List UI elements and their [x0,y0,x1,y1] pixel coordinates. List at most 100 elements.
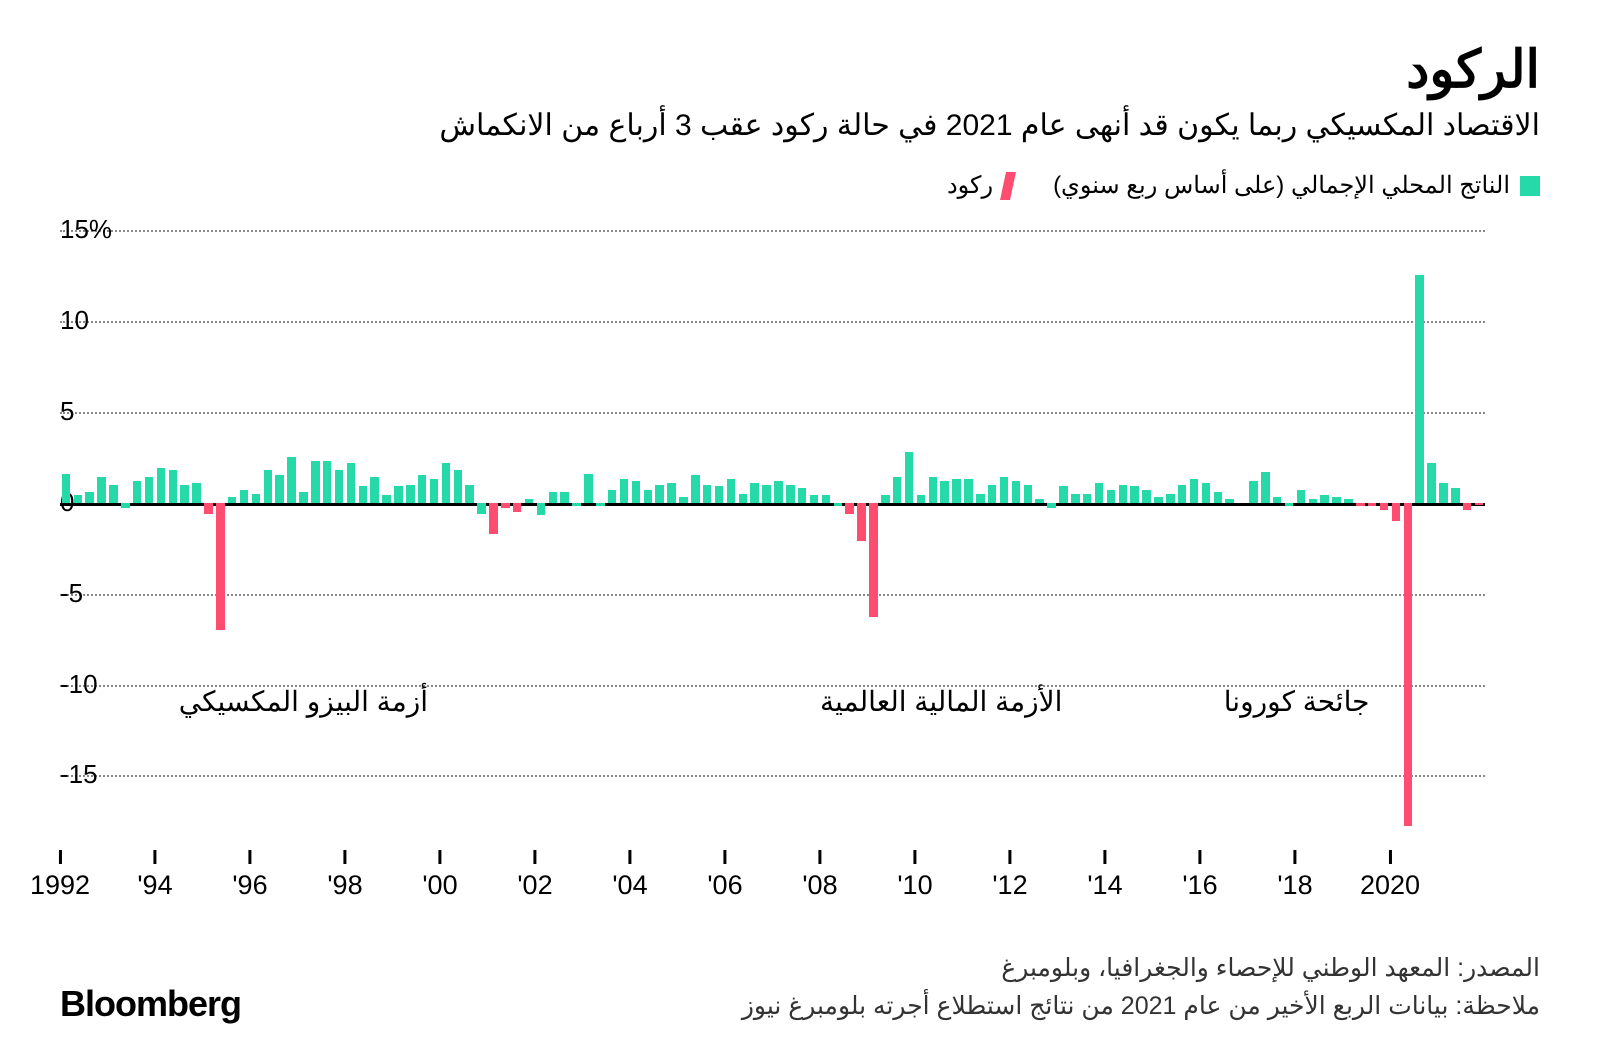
bar [845,503,854,514]
bar [370,477,379,502]
bar [786,485,795,503]
bar [477,503,486,514]
note-text: ملاحظة: بيانات الربع الأخير من عام 2021 … [742,988,1540,1026]
annotation: أزمة البيزو المكسيكي [179,685,428,718]
x-tick: '10 [897,850,932,901]
bar [1214,492,1223,503]
x-tick-label: '00 [422,870,457,901]
x-tick-mark [1389,850,1392,864]
bar [1463,503,1472,510]
bar [952,479,961,503]
bar [1344,499,1353,503]
bar [1475,503,1484,505]
bar [1071,494,1080,503]
bar [1154,497,1163,502]
y-tick-label: -15 [60,759,1537,790]
footer: المصدر: المعهد الوطني للإحصاء والجغرافيا… [60,950,1540,1025]
bar [762,485,771,503]
bar [834,503,843,507]
x-tick-label: '18 [1277,870,1312,901]
bar [1415,275,1424,502]
x-tick-mark [1294,850,1297,864]
x-tick: '18 [1277,850,1312,901]
x-tick: 2020 [1360,850,1420,901]
y-tick-label: 5 [60,396,1537,427]
bar [85,492,94,503]
bar [74,495,83,502]
bar [655,485,664,503]
legend-gdp-label: الناتج المحلي الإجمالي (على أساس ربع سنو… [1053,171,1510,200]
chart-area: 15%1050-5-10-15أزمة البيزو المكسيكيالأزم… [60,230,1540,830]
bar [572,503,581,507]
recession-swatch-icon [1000,172,1016,200]
bar [1368,503,1377,507]
bloomberg-logo: Bloomberg [60,983,241,1025]
bar [644,490,653,503]
bar [335,470,344,503]
bar [228,497,237,502]
legend: الناتج المحلي الإجمالي (على أساس ربع سنو… [60,171,1540,200]
bar [822,495,831,502]
bar [929,477,938,502]
bar [727,479,736,503]
x-tick-label: '02 [517,870,552,901]
bar [1427,463,1436,503]
bar [1285,503,1294,507]
bar [976,494,985,503]
bar [323,461,332,503]
bar [1178,485,1187,503]
bar [632,481,641,503]
bar [750,483,759,503]
x-tick: '06 [707,850,742,901]
bar [430,479,439,503]
bar [109,485,118,503]
x-tick: '12 [992,850,1027,901]
bar [1107,490,1116,503]
gdp-swatch-icon [1520,176,1540,196]
zero-line [60,503,1485,506]
plot-area: 15%1050-5-10-15أزمة البيزو المكسيكيالأزم… [60,230,1485,830]
bar [406,485,415,503]
bar [275,475,284,502]
x-tick-mark [1199,850,1202,864]
x-tick-label: '04 [612,870,647,901]
bar [1273,497,1282,502]
bar [1439,483,1448,503]
bar [917,495,926,502]
x-tick-mark [1009,850,1012,864]
bar [1320,495,1329,502]
bar [1309,499,1318,503]
x-tick-label: '96 [232,870,267,901]
bar [359,486,368,502]
bar [525,499,534,503]
bar [62,474,71,503]
bar [1202,483,1211,503]
x-tick-mark [629,850,632,864]
x-tick: '98 [327,850,362,901]
bar [1356,503,1365,507]
x-tick-label: '08 [802,870,837,901]
annotation: جائحة كورونا [1224,685,1370,718]
bar [1166,494,1175,503]
bar [1451,488,1460,503]
bar [739,494,748,503]
x-axis: 1992'94'96'98'00'02'04'06'08'10'12'14'16… [60,850,1485,910]
bar [905,452,914,503]
x-tick: '08 [802,850,837,901]
legend-recession: ركود [947,171,1013,200]
bar [394,486,403,502]
bar [204,503,213,514]
bar [442,463,451,503]
x-tick-label: '06 [707,870,742,901]
bar [287,457,296,502]
bar [940,481,949,503]
x-tick-mark [819,850,822,864]
x-tick-mark [534,850,537,864]
bar [584,474,593,503]
bar [157,468,166,503]
bar [893,477,902,502]
bar [418,475,427,502]
bar [1404,503,1413,827]
x-tick: '00 [422,850,457,901]
y-tick-label: 10 [60,305,1537,336]
